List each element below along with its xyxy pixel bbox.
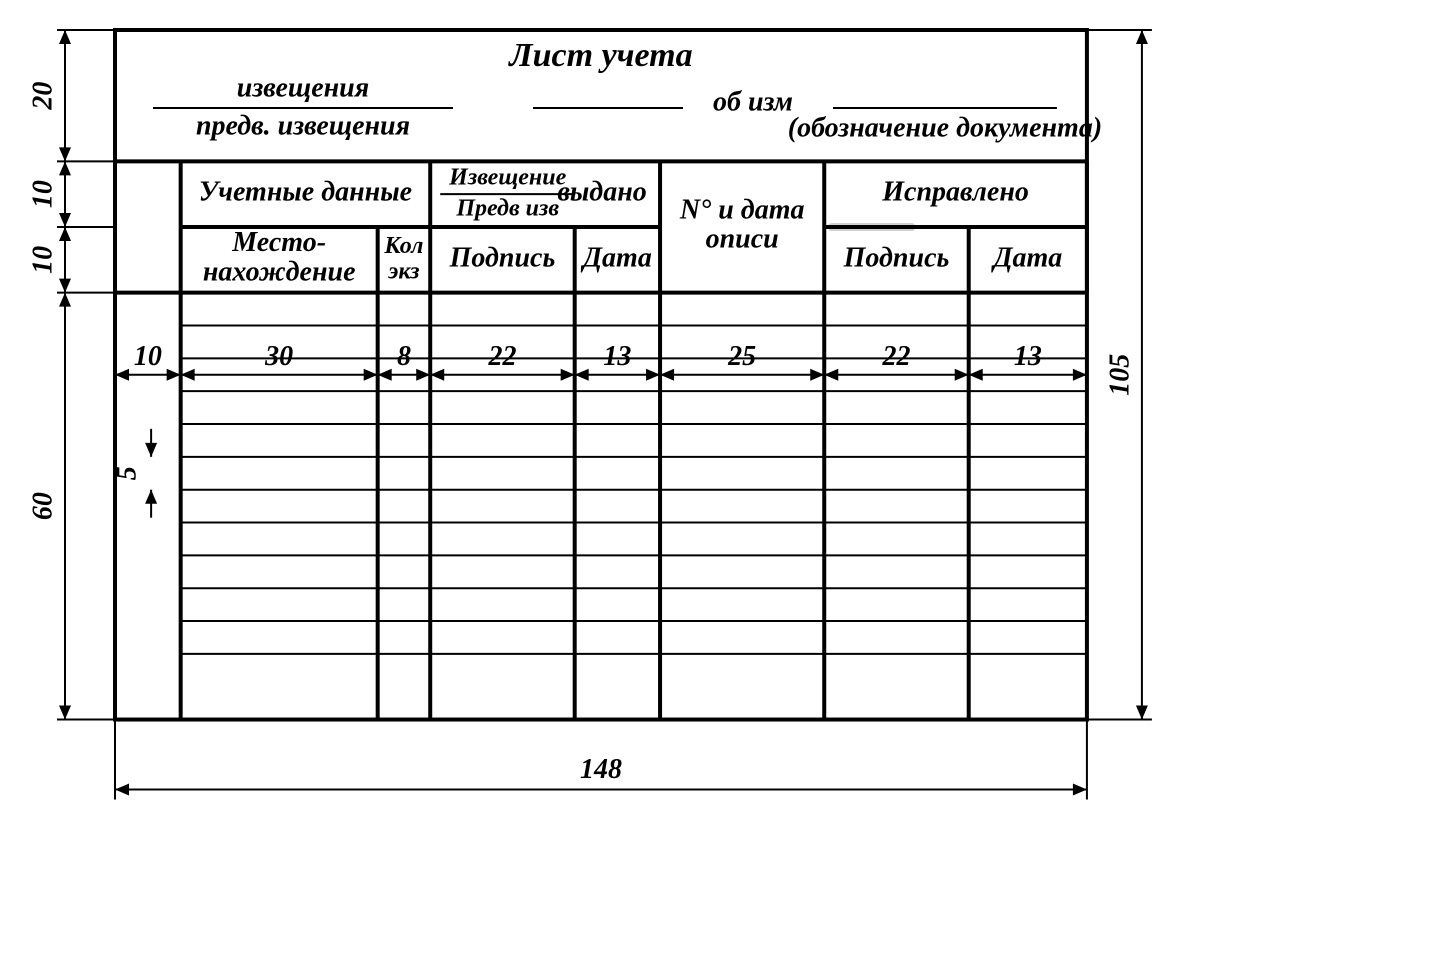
svg-text:10: 10 xyxy=(27,246,58,274)
scan-artifact xyxy=(828,223,915,231)
svg-text:Извещение: Извещение xyxy=(448,165,566,191)
hdr-issued: выдано xyxy=(557,177,646,208)
col-width-label: 22 xyxy=(881,341,910,372)
page-title: Лист учета xyxy=(507,37,692,74)
hdr-accounting: Учетные данные xyxy=(199,177,412,208)
svg-text:10: 10 xyxy=(27,180,58,208)
svg-text:60: 60 xyxy=(27,492,58,520)
col-width-label: 22 xyxy=(487,341,516,372)
svg-text:Предв изв: Предв изв xyxy=(455,196,559,222)
col-width-label: 13 xyxy=(603,341,631,372)
svg-text:20: 20 xyxy=(27,82,58,111)
col-width-label: 30 xyxy=(264,341,293,372)
col-width-label: 8 xyxy=(397,341,411,372)
svg-text:5: 5 xyxy=(112,466,143,480)
title-fraction-denom: предв. извещения xyxy=(196,110,410,141)
col-width-label: 13 xyxy=(1014,341,1042,372)
hdr-date1: Дата xyxy=(580,242,652,273)
hdr-date2: Дата xyxy=(990,242,1062,273)
title-right-sublabel: (обозначение документа) xyxy=(788,112,1102,143)
svg-text:148: 148 xyxy=(580,754,622,785)
hdr-qty: Колэкз xyxy=(383,233,423,284)
col-width-label: 25 xyxy=(727,341,756,372)
svg-text:105: 105 xyxy=(1104,354,1135,396)
hdr-sign1: Подпись xyxy=(449,242,556,273)
hdr-sign2: Подпись xyxy=(843,242,950,273)
col-width-label: 10 xyxy=(134,341,162,372)
title-mid-label: об изм xyxy=(713,86,793,117)
title-fraction-numer: извещения xyxy=(237,72,369,103)
hdr-corrected: Исправлено xyxy=(881,177,1029,208)
